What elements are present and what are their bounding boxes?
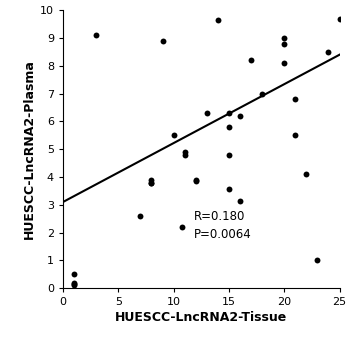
- Point: [149, 177, 154, 182]
- Point: [226, 124, 232, 130]
- Point: [149, 180, 154, 185]
- Point: [215, 17, 220, 23]
- Point: [315, 258, 320, 263]
- Point: [293, 96, 298, 102]
- Text: R=0.180: R=0.180: [194, 210, 245, 223]
- Point: [138, 213, 143, 218]
- Point: [93, 33, 99, 38]
- Point: [226, 110, 232, 116]
- Point: [171, 132, 176, 138]
- Point: [226, 187, 232, 192]
- Point: [180, 224, 185, 230]
- Point: [281, 41, 287, 46]
- Point: [326, 49, 331, 55]
- Point: [248, 58, 254, 63]
- Point: [149, 180, 154, 185]
- Point: [281, 35, 287, 41]
- Point: [71, 283, 77, 288]
- Point: [226, 152, 232, 157]
- Y-axis label: HUESCC-LncRNA2-Plasma: HUESCC-LncRNA2-Plasma: [23, 59, 36, 239]
- Point: [281, 60, 287, 66]
- Point: [193, 178, 198, 184]
- Point: [71, 281, 77, 287]
- Point: [71, 272, 77, 277]
- Point: [71, 280, 77, 285]
- Point: [337, 16, 342, 21]
- Text: P=0.0064: P=0.0064: [194, 228, 251, 241]
- Point: [204, 110, 210, 116]
- Point: [237, 113, 243, 119]
- Point: [259, 91, 265, 96]
- Point: [193, 177, 198, 182]
- Point: [303, 172, 309, 177]
- Point: [160, 38, 165, 44]
- Point: [182, 152, 188, 157]
- Point: [237, 198, 243, 203]
- Point: [293, 132, 298, 138]
- X-axis label: HUESCC-LncRNA2-Tissue: HUESCC-LncRNA2-Tissue: [115, 311, 287, 324]
- Point: [182, 149, 188, 155]
